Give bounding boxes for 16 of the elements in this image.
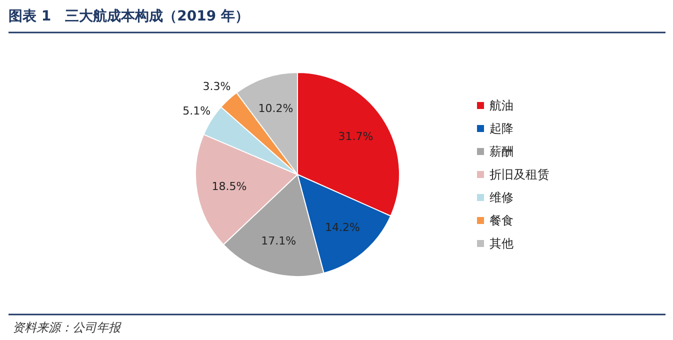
data-label: 17.1% — [261, 234, 296, 248]
legend-label: 折旧及租赁 — [490, 168, 550, 182]
legend-label: 起降 — [490, 122, 514, 136]
legend-label: 其他 — [490, 236, 514, 250]
legend-label: 薪酬 — [490, 144, 514, 158]
chart-title: 图表 1 三大航成本构成（2019 年） — [8, 8, 249, 24]
legend-label: 航油 — [490, 98, 514, 112]
data-label: 3.3% — [202, 80, 231, 94]
legend-label: 餐食 — [490, 214, 514, 228]
data-label: 18.5% — [212, 180, 247, 194]
data-label: 14.2% — [325, 220, 360, 234]
data-label: 5.1% — [182, 104, 211, 118]
text: 资料来源：公司年报 — [12, 320, 122, 334]
legend-label: 维修 — [490, 190, 514, 204]
data-label: 31.7% — [338, 130, 374, 144]
data-label: 10.2% — [258, 102, 294, 116]
